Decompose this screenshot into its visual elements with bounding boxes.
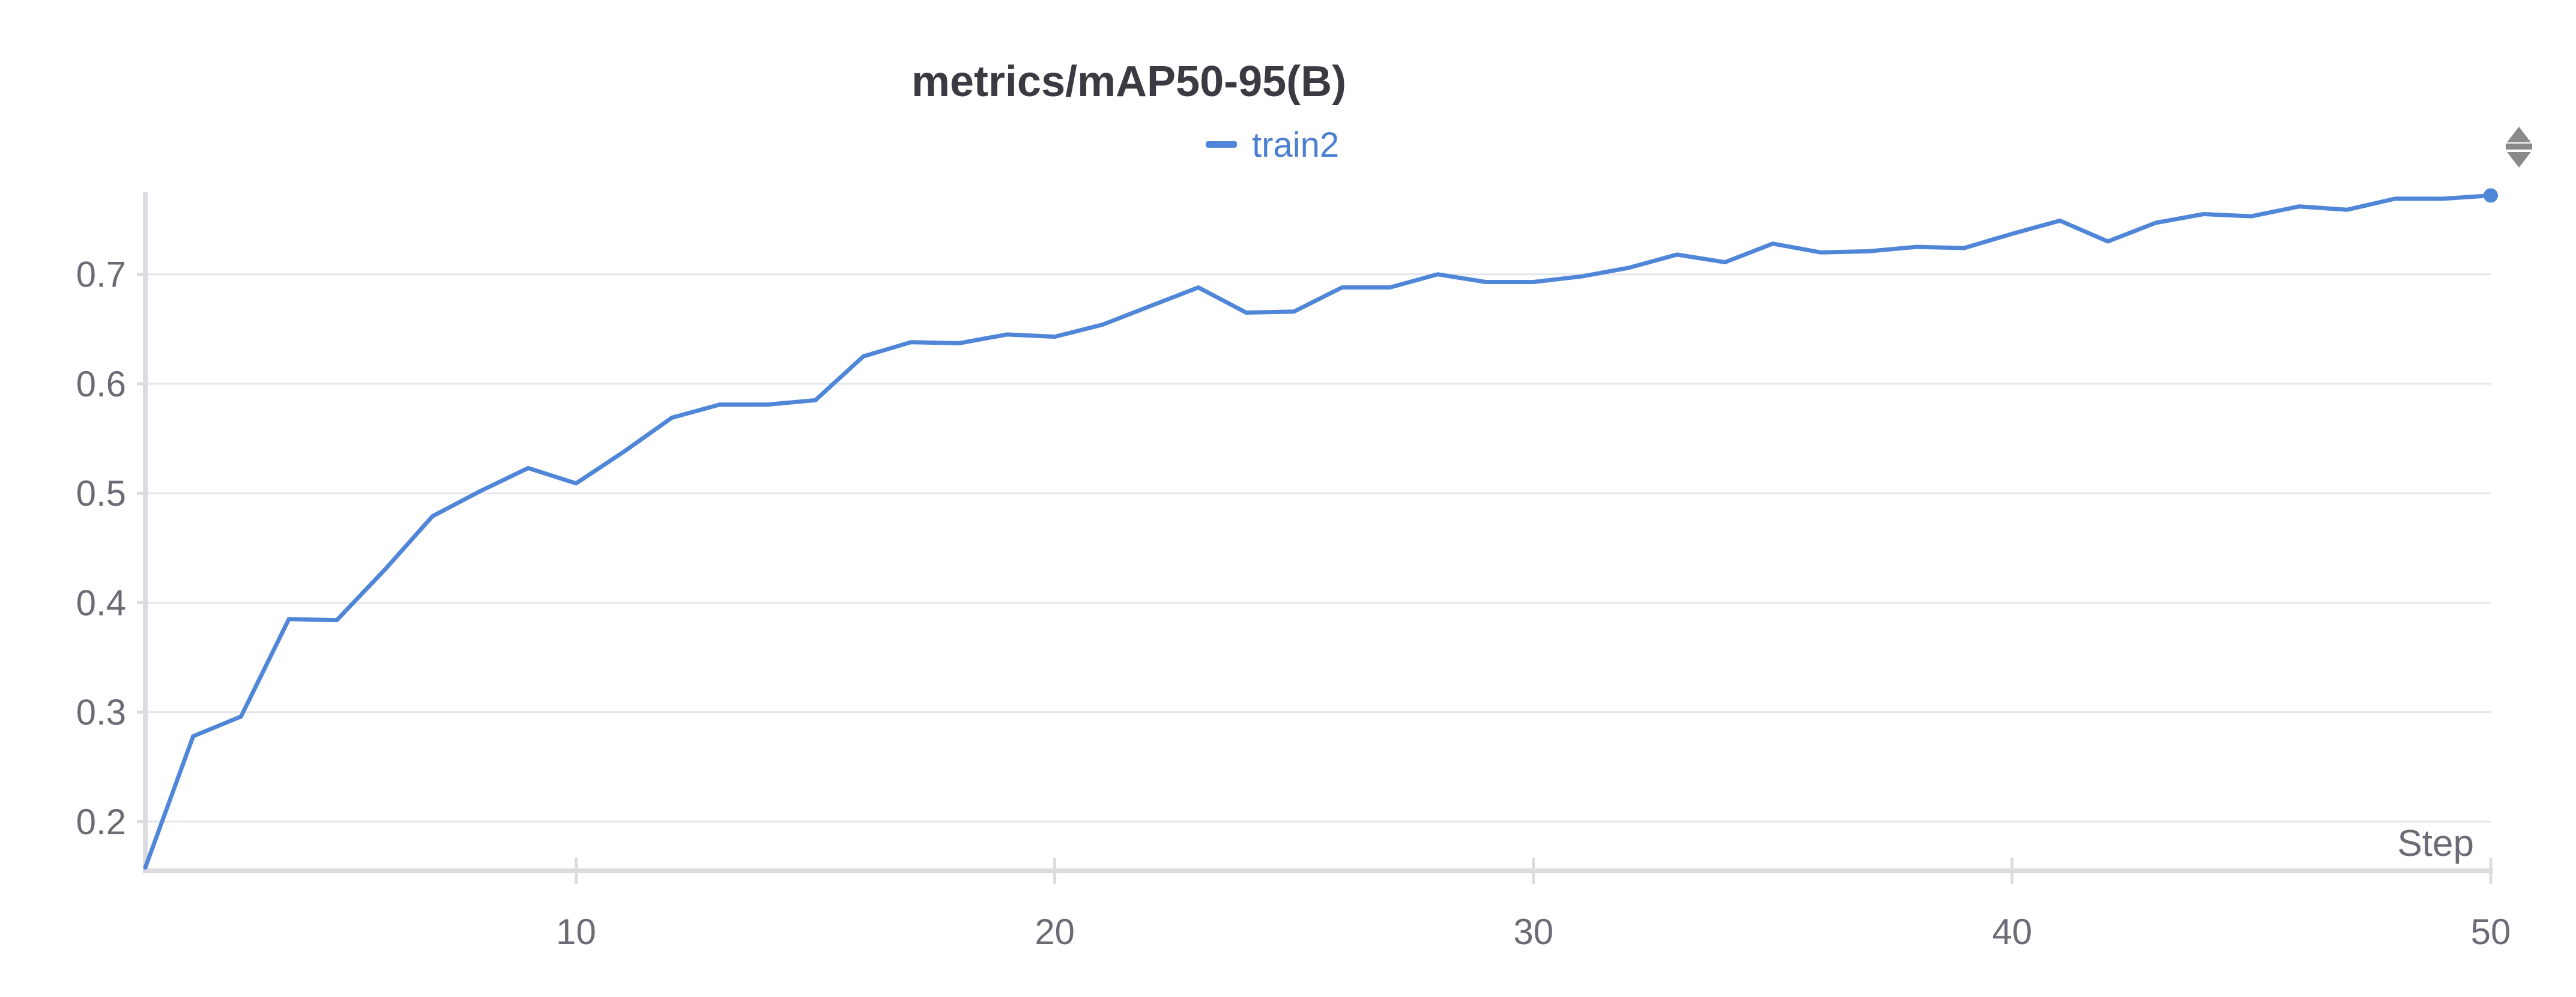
menu-icon-top-triangle xyxy=(2507,127,2531,142)
axes: 0.2 0.3 0.4 0.5 0.6 0.7 10 20 30 40 50 xyxy=(76,192,2511,952)
series-endpoint-train2[interactable] xyxy=(2484,188,2498,203)
series-lines xyxy=(143,188,2498,870)
x-tick-label-1: 20 xyxy=(1035,912,1075,952)
legend[interactable]: train2 xyxy=(1206,126,1339,165)
y-tick-label-5: 0.7 xyxy=(76,255,126,295)
x-tick-label-0: 10 xyxy=(556,912,596,952)
legend-swatch-train2 xyxy=(1206,141,1237,148)
grid-lines xyxy=(145,273,2491,823)
panel-menu-icon[interactable] xyxy=(2506,127,2532,168)
legend-label-train2: train2 xyxy=(1252,126,1339,165)
x-tick-label-3: 40 xyxy=(1992,912,2032,952)
y-tick-label-0: 0.2 xyxy=(76,802,126,842)
y-tick-label-4: 0.6 xyxy=(76,364,126,404)
menu-icon-bar xyxy=(2506,144,2532,150)
x-tick-label-4: 50 xyxy=(2471,912,2511,952)
chart-title: metrics/mAP50-95(B) xyxy=(912,58,1346,106)
y-tick-label-1: 0.3 xyxy=(76,692,126,733)
x-tick-label-2: 30 xyxy=(1513,912,1553,952)
x-axis-title: Step xyxy=(2397,823,2474,864)
menu-icon-bottom-triangle xyxy=(2507,152,2531,168)
y-tick-label-2: 0.4 xyxy=(76,583,126,623)
y-tick-label-3: 0.5 xyxy=(76,473,126,514)
series-line-train2[interactable] xyxy=(143,193,2493,870)
